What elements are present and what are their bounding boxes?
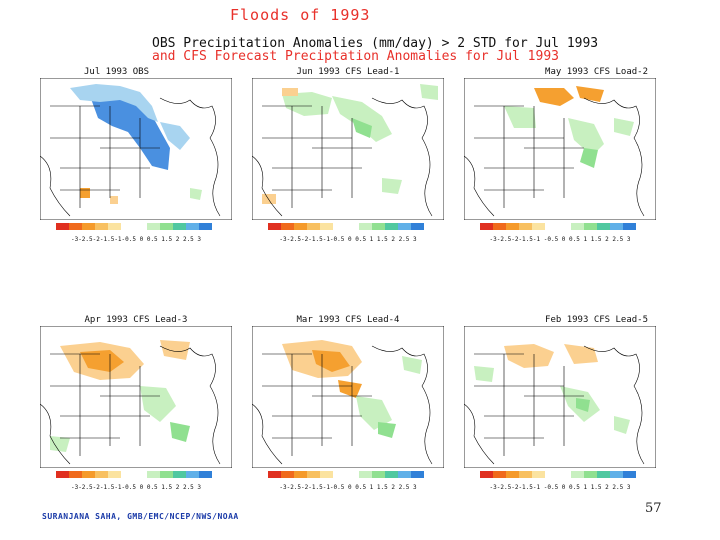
panel-obs: Jul 1993 OBS -3- xyxy=(40,66,232,243)
anomaly-orange xyxy=(80,350,124,372)
state-lines xyxy=(252,345,433,465)
anomaly-green-light xyxy=(50,436,70,452)
colorbar-labels: -3-2.5-2-1.5-1 -0.5 0 0.5 1 1.5 2 2.5 3 xyxy=(489,236,631,243)
state-lines xyxy=(464,97,645,217)
panel-title: Feb 1993 CFS Lead-5 xyxy=(545,315,648,325)
figure-subtitle-line1: OBS Precipitation Anomalies (mm/day) > 2… xyxy=(152,36,599,51)
anomaly-green xyxy=(580,148,598,168)
anomaly-orange xyxy=(576,86,604,102)
anomaly-orange-light xyxy=(282,88,298,96)
anomaly-green-light xyxy=(402,356,422,374)
state-lines xyxy=(464,345,645,465)
anomaly-blue-light xyxy=(70,84,158,122)
anomaly-orange xyxy=(80,188,90,198)
map-lead4 xyxy=(252,326,444,468)
anomaly-green-light xyxy=(504,106,536,128)
panel-title: Mar 1993 CFS Lead-4 xyxy=(296,315,400,325)
map-lead3 xyxy=(40,326,232,468)
anomaly-green-light xyxy=(282,92,332,116)
anomaly-green-light xyxy=(190,188,202,200)
colorbar xyxy=(56,471,212,478)
panel-lead1: Jun 1993 CFS Lead-1 - xyxy=(252,66,444,243)
colorbar-labels: -3-2.5-2-1.5-1-0.5 0 0.5 1 1.5 2 2.5 3 xyxy=(279,484,417,491)
page-number: 57 xyxy=(645,501,662,516)
map-lead1 xyxy=(252,78,444,220)
anomaly-orange-light xyxy=(262,194,276,204)
map-lead2 xyxy=(464,78,656,220)
figure-title: Floods of 1993 xyxy=(230,6,371,24)
anomaly-green xyxy=(378,422,396,438)
anomaly-green-light xyxy=(356,396,392,430)
colorbar-labels: -3-2.5-2-1.5-1-0.5 0 0.5 1 1.5 2 2.5 3 xyxy=(279,236,417,243)
anomaly-blue-light xyxy=(160,122,190,150)
anomaly-orange-light xyxy=(110,196,118,204)
anomaly-green xyxy=(170,422,190,442)
anomaly-green-light xyxy=(332,96,392,142)
anomaly-orange-light xyxy=(160,340,190,360)
colorbar xyxy=(56,223,212,230)
anomaly-orange-light xyxy=(504,344,554,368)
map-lead5 xyxy=(464,326,656,468)
state-lines xyxy=(40,345,221,465)
panel-lead3: Apr 1993 CFS Lead-3 -3-2.5 xyxy=(40,314,232,491)
colorbar xyxy=(268,471,424,478)
panel-title: Jul 1993 OBS xyxy=(84,67,150,77)
state-lines xyxy=(40,97,221,217)
colorbar xyxy=(268,223,424,230)
colorbar-labels: -3-2.5-2-1.5-1-0.5 0 0.5 1.5 2 2.5 3 xyxy=(70,236,202,243)
anomaly-orange xyxy=(312,350,350,372)
colorbar xyxy=(480,223,636,230)
anomaly-green-light xyxy=(614,118,634,136)
author-footer: SURANJANA SAHA, GMB/EMC/NCEP/NWS/NOAA xyxy=(42,512,239,521)
anomaly-orange xyxy=(338,380,362,398)
panel-title: Apr 1993 CFS Lead-3 xyxy=(84,315,188,325)
panel-lead2: May 1993 CFS Load-2 -3-2.5 xyxy=(464,66,656,243)
figure-subtitle-line2: and CFS Forecast Preciptation Anomalies … xyxy=(152,49,559,64)
colorbar-labels: -3-2.5-2-1.5-1 -0.5 0 0.5 1 1.5 2 2.5 3 xyxy=(489,484,631,491)
colorbar xyxy=(480,471,636,478)
anomaly-green xyxy=(576,398,590,412)
anomaly-green-light xyxy=(420,84,438,100)
panel-title: May 1993 CFS Load-2 xyxy=(545,67,648,77)
map-obs xyxy=(40,78,232,220)
panel-title: Jun 1993 CFS Lead-1 xyxy=(296,67,400,77)
anomaly-green-light xyxy=(140,386,176,422)
panel-lead5: Feb 1993 CFS Lead-5 -3-2.5 xyxy=(464,314,656,491)
panel-lead4: Mar 1993 CFS Lead-4 -3-2.5 xyxy=(252,314,444,491)
anomaly-green xyxy=(352,118,372,138)
anomaly-green-light xyxy=(382,178,402,194)
state-lines xyxy=(252,97,433,217)
colorbar-labels: -3-2.5-2-1.5-1-0.5 0 0.5 1.5 2 2.5 3 xyxy=(70,484,202,491)
anomaly-green-light xyxy=(568,118,604,156)
anomaly-orange xyxy=(534,88,574,106)
anomaly-green-light xyxy=(614,416,630,434)
anomaly-green-light xyxy=(474,366,494,382)
